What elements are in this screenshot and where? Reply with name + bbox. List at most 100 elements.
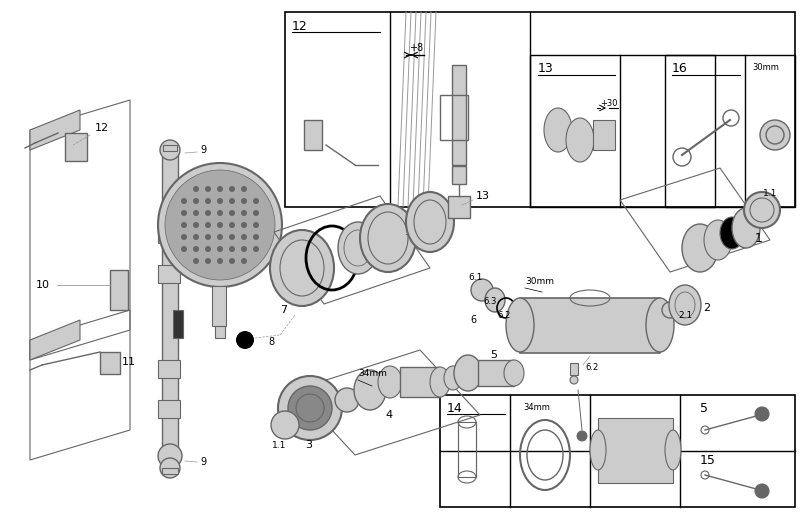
- Bar: [215, 326, 225, 338]
- Circle shape: [205, 258, 211, 264]
- Text: 30mm: 30mm: [525, 278, 554, 286]
- Polygon shape: [30, 110, 80, 150]
- Ellipse shape: [430, 367, 450, 397]
- Circle shape: [217, 186, 223, 192]
- Circle shape: [193, 246, 199, 252]
- Bar: [478, 360, 514, 386]
- Circle shape: [253, 198, 259, 204]
- Ellipse shape: [506, 298, 534, 352]
- Bar: [458, 422, 476, 477]
- Circle shape: [471, 279, 493, 301]
- Circle shape: [335, 388, 359, 412]
- Text: 9: 9: [200, 457, 206, 467]
- Ellipse shape: [646, 298, 674, 352]
- Ellipse shape: [444, 366, 462, 390]
- Text: 11: 11: [122, 357, 136, 367]
- Text: 6.1: 6.1: [468, 273, 482, 283]
- Circle shape: [241, 186, 247, 192]
- Ellipse shape: [665, 430, 681, 470]
- Circle shape: [229, 246, 235, 252]
- Text: 10: 10: [36, 280, 50, 290]
- Circle shape: [241, 234, 247, 240]
- Ellipse shape: [360, 204, 416, 272]
- Circle shape: [181, 210, 187, 216]
- Circle shape: [570, 376, 578, 384]
- Circle shape: [160, 140, 180, 160]
- Circle shape: [205, 222, 211, 228]
- Ellipse shape: [485, 288, 505, 312]
- Text: 6: 6: [470, 315, 476, 325]
- Bar: [65, 133, 87, 161]
- Ellipse shape: [590, 430, 606, 470]
- Circle shape: [205, 198, 211, 204]
- Circle shape: [253, 210, 259, 216]
- Circle shape: [181, 234, 187, 240]
- Text: 13: 13: [476, 191, 490, 201]
- Circle shape: [193, 210, 199, 216]
- Circle shape: [241, 210, 247, 216]
- Bar: [173, 310, 183, 338]
- Text: 14: 14: [447, 401, 462, 414]
- Bar: [520, 298, 660, 353]
- Ellipse shape: [504, 360, 524, 386]
- Circle shape: [217, 246, 223, 252]
- Text: 9: 9: [200, 145, 206, 155]
- Circle shape: [229, 258, 235, 264]
- Polygon shape: [30, 320, 80, 360]
- Bar: [400, 367, 440, 397]
- Circle shape: [158, 163, 282, 287]
- Circle shape: [181, 222, 187, 228]
- Bar: [440, 395, 795, 507]
- Ellipse shape: [354, 370, 386, 410]
- Text: 30mm: 30mm: [752, 64, 779, 72]
- Bar: [285, 12, 795, 207]
- Text: 3: 3: [305, 440, 312, 450]
- Text: 1.1: 1.1: [763, 189, 778, 197]
- Circle shape: [217, 198, 223, 204]
- Bar: [162, 148, 178, 468]
- Circle shape: [241, 198, 247, 204]
- Circle shape: [241, 246, 247, 252]
- Circle shape: [217, 234, 223, 240]
- Circle shape: [229, 198, 235, 204]
- Text: 16: 16: [672, 62, 688, 75]
- Circle shape: [217, 258, 223, 264]
- Circle shape: [241, 222, 247, 228]
- Text: 15: 15: [700, 453, 716, 467]
- Ellipse shape: [732, 208, 760, 248]
- Circle shape: [160, 458, 180, 478]
- Circle shape: [193, 258, 199, 264]
- Bar: [158, 360, 180, 378]
- Ellipse shape: [720, 217, 744, 249]
- Bar: [440, 95, 468, 140]
- Circle shape: [662, 302, 678, 318]
- Circle shape: [253, 222, 259, 228]
- Bar: [163, 145, 177, 151]
- Circle shape: [229, 210, 235, 216]
- Ellipse shape: [338, 222, 378, 274]
- Circle shape: [577, 431, 587, 441]
- Circle shape: [229, 234, 235, 240]
- Text: 6.3: 6.3: [483, 298, 496, 306]
- Text: 8: 8: [268, 337, 274, 347]
- Circle shape: [205, 246, 211, 252]
- Circle shape: [253, 234, 259, 240]
- Bar: [100, 352, 120, 374]
- Text: 5: 5: [490, 350, 497, 360]
- Circle shape: [158, 444, 182, 468]
- Text: 7: 7: [280, 305, 287, 315]
- Circle shape: [236, 331, 254, 349]
- Text: 5: 5: [700, 401, 708, 414]
- Circle shape: [760, 120, 790, 150]
- Bar: [452, 65, 466, 165]
- Text: 2.1: 2.1: [678, 310, 692, 320]
- Ellipse shape: [566, 118, 594, 162]
- Circle shape: [217, 210, 223, 216]
- Text: 4: 4: [385, 410, 392, 420]
- Bar: [598, 418, 673, 483]
- Circle shape: [193, 234, 199, 240]
- Circle shape: [229, 186, 235, 192]
- Text: 12: 12: [95, 123, 109, 133]
- Bar: [452, 166, 466, 184]
- Circle shape: [193, 186, 199, 192]
